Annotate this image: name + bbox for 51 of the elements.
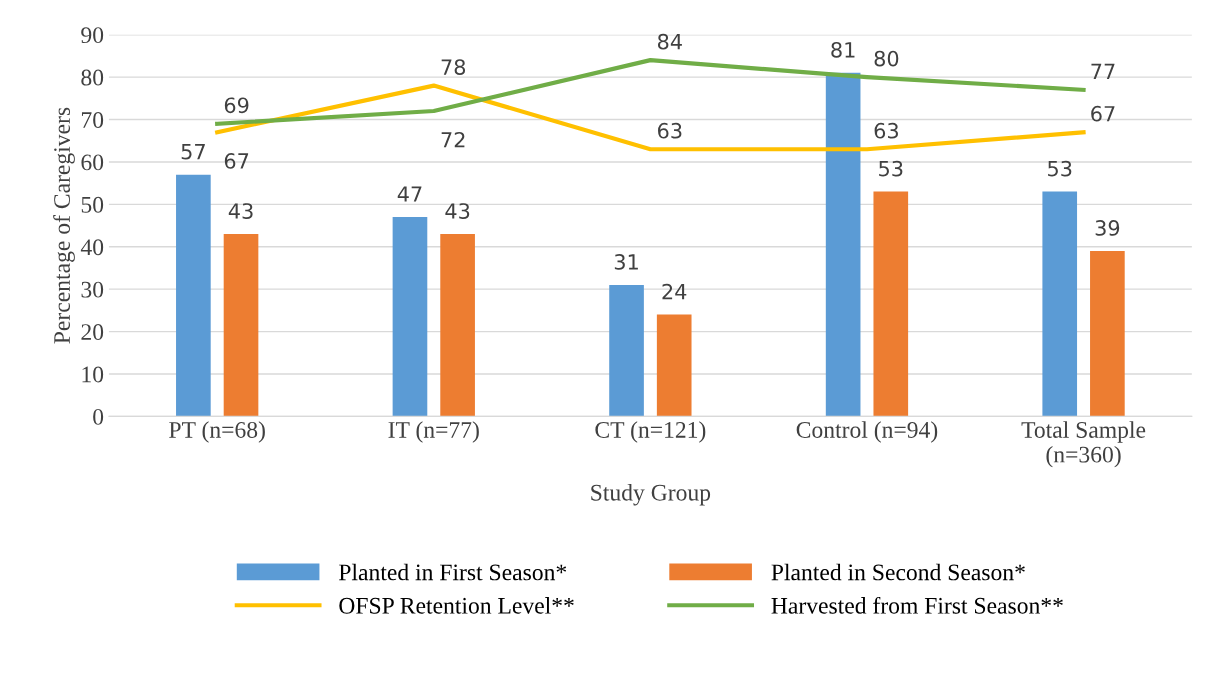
bar bbox=[223, 234, 259, 417]
legend-label: Planted in First Season* bbox=[339, 563, 567, 581]
data-label: 24 bbox=[662, 283, 687, 300]
y-tick-label: 30 bbox=[81, 281, 104, 298]
y-tick-label: 10 bbox=[82, 366, 104, 383]
legend-label: Planted in Second Season* bbox=[771, 563, 1025, 581]
bar bbox=[440, 234, 475, 417]
bar bbox=[176, 174, 211, 417]
data-label: 43 bbox=[445, 203, 470, 219]
data-label: 84 bbox=[657, 33, 682, 50]
y-tick-label: 40 bbox=[80, 239, 104, 256]
legend-label: OFSP Retention Level** bbox=[339, 597, 574, 614]
data-label: 80 bbox=[874, 50, 899, 67]
x-tick-label: IT (n=77) bbox=[388, 421, 479, 443]
bar bbox=[873, 191, 909, 417]
data-label: 39 bbox=[1095, 220, 1120, 236]
x-tick-label: Control (n=94) bbox=[796, 421, 938, 443]
data-label: 78 bbox=[441, 59, 466, 75]
data-label: 43 bbox=[228, 203, 253, 219]
bar bbox=[392, 217, 428, 417]
y-tick-label: 70 bbox=[81, 112, 104, 128]
bar bbox=[825, 72, 861, 417]
data-label: 67 bbox=[224, 153, 249, 169]
x-axis-title: Study Group bbox=[591, 484, 711, 506]
y-tick-label: 50 bbox=[81, 196, 104, 213]
y-tick-label: 0 bbox=[93, 408, 104, 425]
data-label: 69 bbox=[224, 97, 249, 114]
data-label: 47 bbox=[397, 186, 422, 202]
data-label: 63 bbox=[658, 122, 682, 139]
data-label: 77 bbox=[1091, 63, 1115, 79]
data-label: 81 bbox=[831, 41, 855, 58]
data-label: 53 bbox=[879, 160, 903, 177]
bar bbox=[1042, 191, 1078, 417]
bar bbox=[656, 314, 692, 417]
data-label: 53 bbox=[1048, 160, 1072, 177]
bar bbox=[609, 284, 644, 417]
y-tick-label: 90 bbox=[81, 27, 104, 44]
x-tick-label: PT (n=68) bbox=[169, 421, 265, 443]
x-tick-label: CT (n=121) bbox=[595, 421, 706, 443]
bar bbox=[1090, 251, 1125, 417]
data-label: 57 bbox=[181, 144, 205, 160]
y-tick-label: 80 bbox=[81, 69, 104, 86]
data-label: 31 bbox=[614, 254, 638, 270]
y-tick-label: 60 bbox=[81, 154, 104, 171]
y-axis-title: Percentage of Caregivers bbox=[53, 107, 75, 344]
y-tick-label: 20 bbox=[81, 324, 104, 340]
data-label: 63 bbox=[874, 122, 898, 139]
x-tick-label: Total Sample (n=360) bbox=[1021, 421, 1146, 468]
data-label: 67 bbox=[1091, 105, 1115, 122]
data-label: 72 bbox=[441, 131, 465, 148]
legend-label: Harvested from First Season** bbox=[771, 596, 1063, 614]
